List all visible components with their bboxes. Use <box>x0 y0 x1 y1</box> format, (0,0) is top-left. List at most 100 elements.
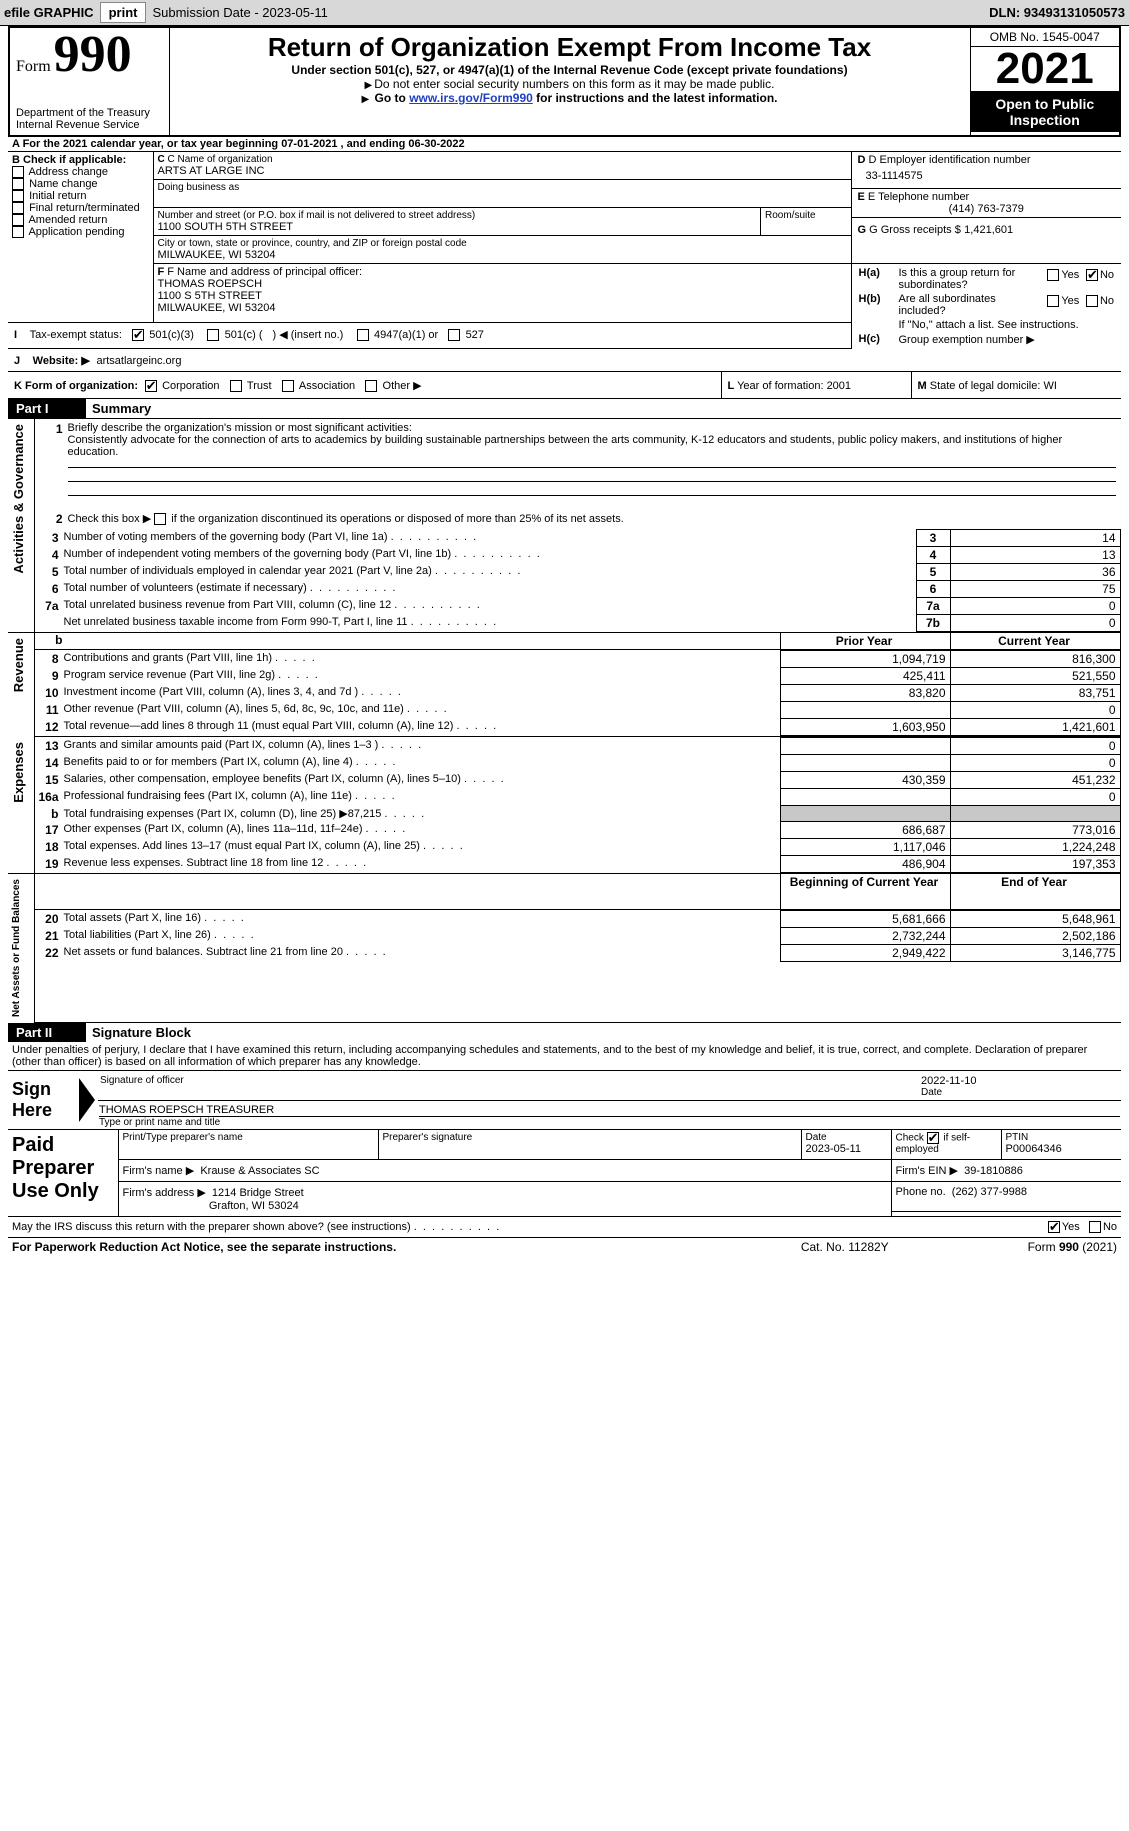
prior-value <box>780 789 950 806</box>
chk-4947[interactable] <box>357 329 369 341</box>
current-value: 816,300 <box>950 651 1120 668</box>
current-value: 3,146,775 <box>950 945 1120 962</box>
current-value: 2,502,186 <box>950 928 1120 945</box>
line-2-text: Check this box ▶ if the organization dis… <box>67 511 1117 527</box>
line-num: 4 <box>35 547 63 564</box>
discuss-yes[interactable] <box>1048 1221 1060 1233</box>
current-value: 83,751 <box>950 685 1120 702</box>
line-text: Grants and similar amounts paid (Part IX… <box>63 738 781 755</box>
note-ssn: Do not enter social security numbers on … <box>178 77 962 91</box>
line-1-num: 1 <box>39 421 67 511</box>
table-row: 17Other expenses (Part IX, column (A), l… <box>35 822 1121 839</box>
current-value <box>950 806 1120 822</box>
chk-name-change[interactable]: Name change <box>12 178 149 190</box>
line-value: 14 <box>950 530 1120 547</box>
sign-arrow-icon <box>79 1078 95 1122</box>
line-box: 3 <box>916 530 950 547</box>
footer: For Paperwork Reduction Act Notice, see … <box>8 1238 1121 1256</box>
table-row: 8Contributions and grants (Part VIII, li… <box>35 651 1121 668</box>
line-text: Total expenses. Add lines 13–17 (must eq… <box>63 839 781 856</box>
col-beginning: Beginning of Current Year <box>781 874 951 910</box>
form-subtitle: Under section 501(c), 527, or 4947(a)(1)… <box>178 63 962 77</box>
mission-label: Briefly describe the organization's miss… <box>68 422 412 434</box>
tax-year: 2021 <box>971 47 1120 92</box>
b-label: B Check if applicable: <box>12 154 149 166</box>
current-value: 0 <box>950 789 1120 806</box>
line-text: Contributions and grants (Part VIII, lin… <box>63 651 781 668</box>
part2-title: Signature Block <box>86 1023 1121 1042</box>
chk-application-pending[interactable]: Application pending <box>12 226 149 238</box>
chk-discontinued[interactable] <box>154 513 166 525</box>
dba-label: Doing business as <box>158 182 847 193</box>
prior-value <box>780 755 950 772</box>
j-label: Website: ▶ <box>33 355 90 367</box>
gross-receipts: 1,421,601 <box>964 224 1013 236</box>
chk-trust[interactable] <box>230 380 242 392</box>
line-value: 0 <box>950 598 1120 615</box>
chk-501c3[interactable] <box>132 329 144 341</box>
line-text: Total fundraising expenses (Part IX, col… <box>63 806 781 822</box>
line-text: Total liabilities (Part X, line 26) <box>63 928 781 945</box>
firm-ein-label: Firm's EIN ▶ <box>896 1165 959 1177</box>
l-label: L Year of formation: <box>728 380 827 392</box>
line-num: 22 <box>35 945 63 962</box>
klm-row: K Form of organization: Corporation Trus… <box>8 372 1121 399</box>
chk-address-change[interactable]: Address change <box>12 166 149 178</box>
chk-final-return[interactable]: Final return/terminated <box>12 202 149 214</box>
city-value: MILWAUKEE, WI 53204 <box>158 249 847 261</box>
prior-value: 83,820 <box>780 685 950 702</box>
hb-no[interactable] <box>1086 295 1098 307</box>
chk-initial-return[interactable]: Initial return <box>12 190 149 202</box>
line-text: Investment income (Part VIII, column (A)… <box>63 685 781 702</box>
vlabel-net: Net Assets or Fund Balances <box>9 875 24 1021</box>
g-label: G G Gross receipts $ <box>858 224 961 236</box>
table-row: 3Number of voting members of the governi… <box>35 530 1121 547</box>
table-row: 7aTotal unrelated business revenue from … <box>35 598 1121 615</box>
table-row: 20Total assets (Part X, line 16)5,681,66… <box>35 911 1121 928</box>
table-row: 5Total number of individuals employed in… <box>35 564 1121 581</box>
firm-addr1: 1214 Bridge Street <box>212 1187 304 1199</box>
irs-link[interactable]: www.irs.gov/Form990 <box>409 91 533 105</box>
discuss-no[interactable] <box>1089 1221 1101 1233</box>
form-word: Form <box>16 58 51 75</box>
prior-value: 425,411 <box>780 668 950 685</box>
line-text: Total unrelated business revenue from Pa… <box>63 598 917 615</box>
col-current: Current Year <box>951 633 1121 650</box>
discuss-line: May the IRS discuss this return with the… <box>8 1217 1121 1238</box>
line-num: 11 <box>35 702 63 719</box>
part2-header: Part II Signature Block <box>8 1023 1121 1042</box>
prior-value: 2,949,422 <box>780 945 950 962</box>
hb-yes[interactable] <box>1047 295 1059 307</box>
chk-527[interactable] <box>448 329 460 341</box>
city-label: City or town, state or province, country… <box>158 238 847 249</box>
firm-phone: (262) 377-9988 <box>952 1186 1027 1198</box>
perjury-decl: Under penalties of perjury, I declare th… <box>8 1042 1121 1071</box>
mission-text: Consistently advocate for the connection… <box>68 434 1063 458</box>
chk-501c[interactable] <box>207 329 219 341</box>
chk-corp[interactable] <box>145 380 157 392</box>
line-num: 16a <box>35 789 63 806</box>
sign-here-block: SignHere Signature of officer 2022-11-10… <box>8 1071 1121 1130</box>
line-num: 10 <box>35 685 63 702</box>
print-button[interactable]: print <box>100 2 147 23</box>
open-to-public: Open to Public Inspection <box>971 92 1120 132</box>
firm-ein: 39-1810886 <box>964 1165 1023 1177</box>
line-text: Salaries, other compensation, employee b… <box>63 772 781 789</box>
chk-self-employed[interactable] <box>927 1132 939 1144</box>
ha-label: Is this a group return for subordinates? <box>898 266 1047 292</box>
line-text: Net assets or fund balances. Subtract li… <box>63 945 781 962</box>
table-row: bTotal fundraising expenses (Part IX, co… <box>35 806 1121 822</box>
prep-date: 2023-05-11 <box>806 1143 887 1155</box>
current-value: 1,224,248 <box>950 839 1120 856</box>
line-box: 5 <box>916 564 950 581</box>
line-num: 7a <box>35 598 63 615</box>
chk-other[interactable] <box>365 380 377 392</box>
line-text: Total revenue—add lines 8 through 11 (mu… <box>63 719 781 736</box>
ha-yes[interactable] <box>1047 269 1059 281</box>
ha-no[interactable] <box>1086 269 1098 281</box>
header-row: Form 990 Department of the Treasury Inte… <box>8 26 1121 137</box>
line-num: 12 <box>35 719 63 736</box>
chk-amended-return[interactable]: Amended return <box>12 214 149 226</box>
chk-assoc[interactable] <box>282 380 294 392</box>
line-value: 13 <box>950 547 1120 564</box>
